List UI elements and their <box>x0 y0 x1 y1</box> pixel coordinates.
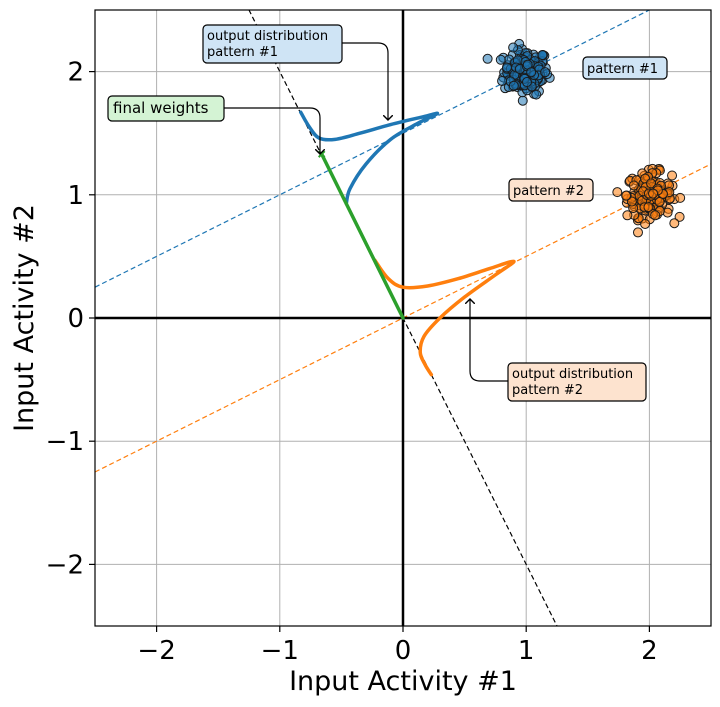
x-tick-label-4: 2 <box>641 636 658 666</box>
svg-text:pattern #1: pattern #1 <box>587 62 658 77</box>
output-distribution-pattern-1-curve <box>298 110 440 206</box>
cluster-2-point <box>628 180 639 191</box>
cluster-2-point <box>669 218 680 229</box>
cluster-1-point <box>497 75 508 86</box>
cluster-1-point <box>537 50 548 61</box>
svg-text:final weights: final weights <box>113 99 209 117</box>
cluster-1-point <box>540 67 551 78</box>
cluster-1-point <box>508 42 519 53</box>
svg-text:pattern #2: pattern #2 <box>512 383 583 398</box>
y-tick-label-2: 0 <box>67 304 84 334</box>
scatter-clusters <box>482 38 686 238</box>
cluster-1-point <box>531 89 542 100</box>
cluster-2-point <box>621 190 632 201</box>
cluster-1-point <box>526 67 537 78</box>
cluster-2-point <box>632 227 643 238</box>
output-distribution-pattern-2-curve <box>372 258 516 377</box>
svg-text:output distribution: output distribution <box>207 29 328 44</box>
y-tick-label-4: 2 <box>67 58 84 88</box>
distribution-curves <box>298 110 516 377</box>
axis-ticks: −2 −1 0 1 2 −2 −1 0 1 2 <box>46 58 658 666</box>
cluster-2-point <box>667 170 678 181</box>
x-tick-label-2: 0 <box>395 636 412 666</box>
cluster-2-point <box>612 187 623 198</box>
cluster-1-point <box>508 80 519 91</box>
y-tick-label-3: 1 <box>67 181 84 211</box>
cluster-1-point <box>517 95 528 106</box>
cluster-1-point <box>501 62 512 73</box>
cluster-2-point <box>650 210 661 221</box>
svg-text:pattern #2: pattern #2 <box>513 184 584 199</box>
weight-trajectory-curve <box>319 152 405 320</box>
arrow-output-pattern1 <box>342 42 388 120</box>
annotation-final-weights: final weights <box>107 95 225 122</box>
annotation-output-pattern2: output distribution pattern #2 <box>507 362 647 402</box>
cluster-1-point <box>482 53 493 64</box>
x-tick-label-3: 1 <box>518 636 535 666</box>
y-tick-label-0: −2 <box>46 550 84 580</box>
cluster-2-point <box>648 188 659 199</box>
cluster-2-point <box>674 211 685 222</box>
svg-text:pattern #1: pattern #1 <box>207 45 278 60</box>
cluster-2-point <box>675 192 686 203</box>
y-axis-label: Input Activity #2 <box>9 204 40 432</box>
cluster-2-point <box>622 210 633 221</box>
x-axis-label: Input Activity #1 <box>289 666 517 697</box>
arrow-final-weights <box>224 107 320 154</box>
cluster-2-point <box>640 218 651 229</box>
y-tick-label-1: −1 <box>46 427 84 457</box>
annotation-output-pattern1: output distribution pattern #1 <box>202 24 343 64</box>
cluster-2-point <box>643 202 654 213</box>
annotation-pattern2: pattern #2 <box>508 178 594 202</box>
svg-text:output distribution: output distribution <box>512 367 633 382</box>
cluster-1-point <box>521 77 532 88</box>
annotation-pattern1: pattern #1 <box>582 56 668 80</box>
cluster-2-point <box>654 197 665 208</box>
cluster-2-point <box>646 178 657 189</box>
x-tick-label-0: −2 <box>137 636 175 666</box>
cluster-1-point <box>495 54 506 65</box>
arrow-output-pattern2 <box>470 299 508 382</box>
x-tick-label-1: −1 <box>261 636 299 666</box>
